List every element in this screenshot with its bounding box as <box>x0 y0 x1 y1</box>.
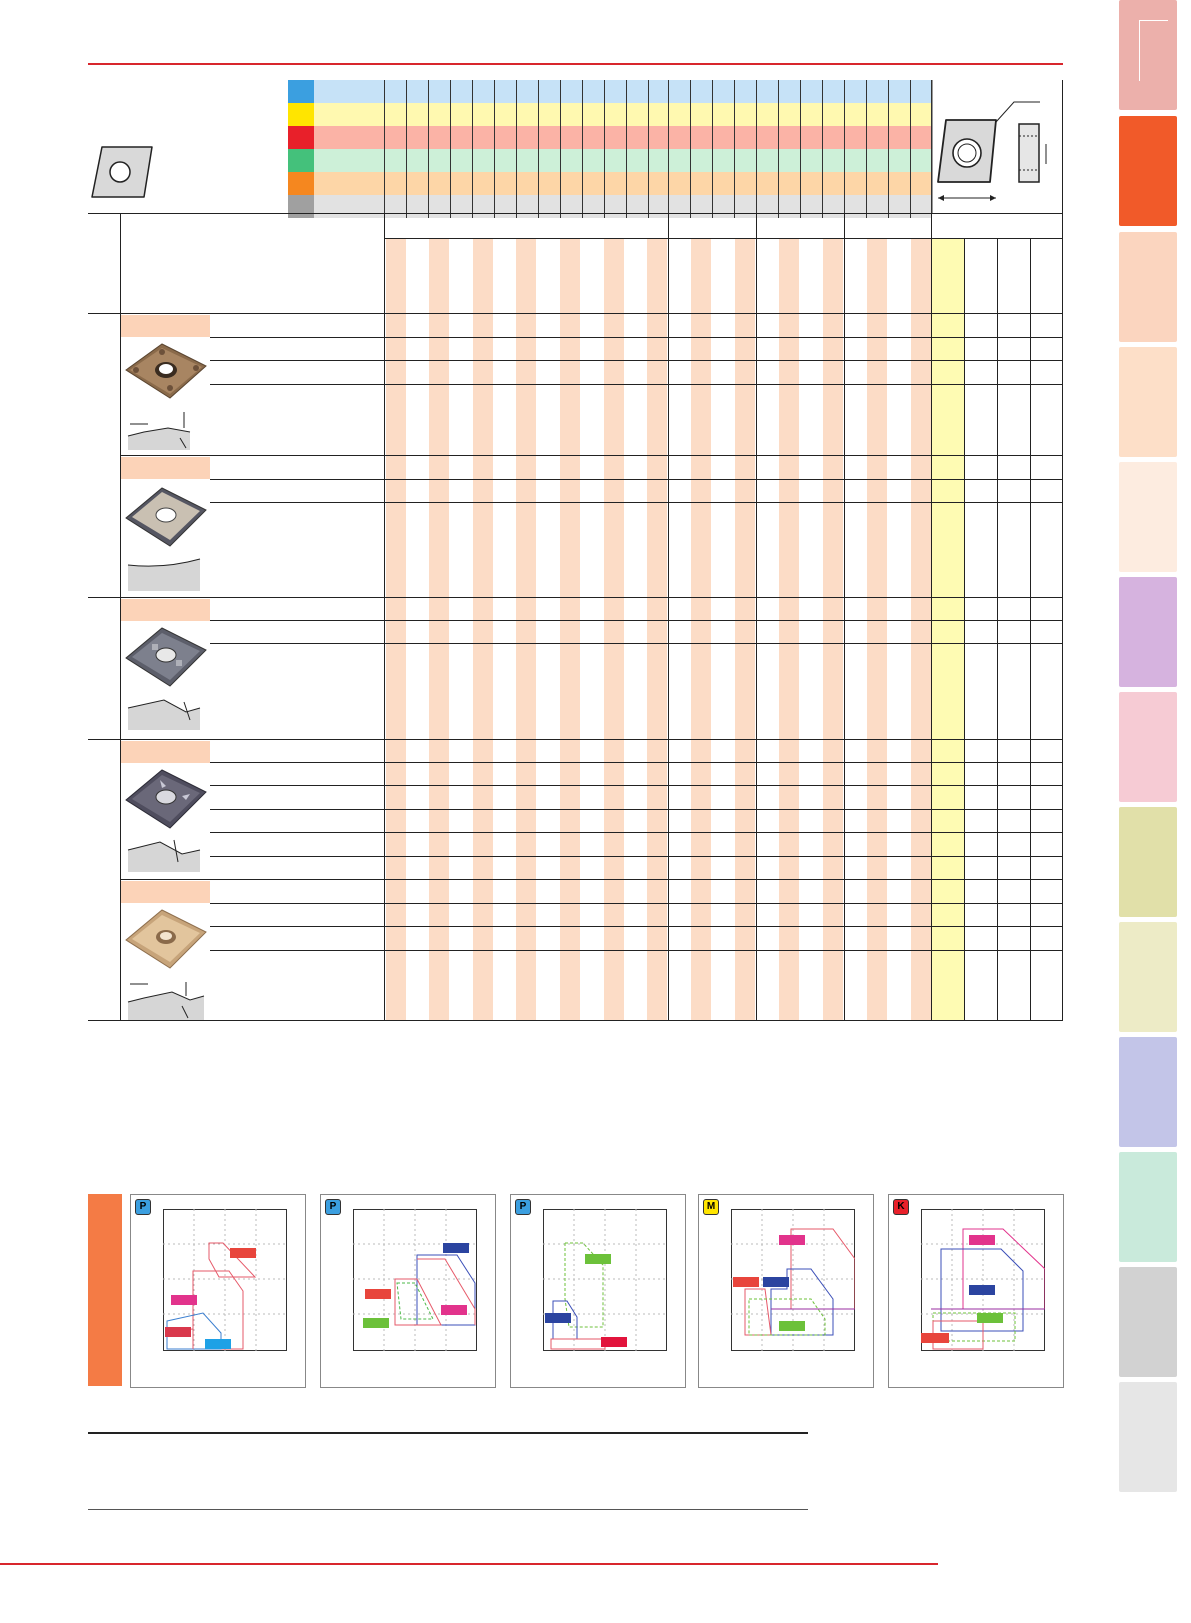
insert-image-3 <box>125 627 207 687</box>
highlight-column <box>932 238 964 1021</box>
section-label-2 <box>121 457 210 479</box>
insert-image-4 <box>125 769 207 829</box>
badge-p: P <box>135 1199 151 1215</box>
chipbreaker-profile-4 <box>127 839 201 872</box>
side-tab-5[interactable] <box>1119 462 1177 572</box>
section-label-4 <box>121 741 210 763</box>
side-tab-10[interactable] <box>1119 1037 1177 1147</box>
insert-shape-icon <box>91 146 153 198</box>
side-tab-7[interactable] <box>1119 692 1177 802</box>
grade-band-k <box>314 126 931 149</box>
chart-section-label <box>88 1194 122 1386</box>
grade-swatch-p <box>288 80 314 103</box>
chart-4: M <box>698 1194 874 1388</box>
note-rule-top <box>88 1432 808 1434</box>
chipbreaker-profile-3 <box>127 699 201 730</box>
side-tab-1[interactable] <box>1119 0 1177 110</box>
grade-grid <box>384 80 932 218</box>
side-tab-9[interactable] <box>1119 922 1177 1032</box>
side-tab-13[interactable] <box>1119 1382 1177 1492</box>
grade-band-s <box>314 172 931 195</box>
chipbreaker-profile-5 <box>127 982 205 1020</box>
badge-m: M <box>703 1199 719 1215</box>
side-tab-3[interactable] <box>1119 232 1177 342</box>
badge-p: P <box>515 1199 531 1215</box>
insert-dimension-diagram <box>932 80 1063 214</box>
badge-p: P <box>325 1199 341 1215</box>
chart-2: P <box>320 1194 496 1388</box>
insert-image-5 <box>125 909 207 969</box>
side-tab-12[interactable] <box>1119 1267 1177 1377</box>
grade-swatch-m <box>288 103 314 126</box>
insert-image-2 <box>125 487 207 547</box>
chart-3: P <box>510 1194 686 1388</box>
grade-band-h <box>314 195 931 218</box>
side-tab-11[interactable] <box>1119 1152 1177 1262</box>
side-tab-2[interactable] <box>1119 116 1177 226</box>
grade-swatch-s <box>288 172 314 195</box>
section-label-1 <box>121 315 210 337</box>
top-rule <box>88 63 1063 65</box>
grade-band-m <box>314 103 931 126</box>
side-tab-8[interactable] <box>1119 807 1177 917</box>
chart-1: P <box>130 1194 306 1388</box>
grade-band-p <box>314 80 931 103</box>
section-label-5 <box>121 881 210 903</box>
grade-swatch-k <box>288 126 314 149</box>
bottom-rule <box>0 1563 938 1565</box>
side-tab-6[interactable] <box>1119 577 1177 687</box>
insert-image-1 <box>125 343 207 399</box>
section-label-3 <box>121 599 210 621</box>
chipbreaker-profile-2 <box>127 558 201 591</box>
grade-swatch-h <box>288 195 314 218</box>
side-tab-4[interactable] <box>1119 347 1177 457</box>
grade-band-n <box>314 149 931 172</box>
note-rule-bottom <box>88 1509 808 1510</box>
table-top-rule <box>88 213 1063 214</box>
chart-5: K <box>888 1194 1064 1388</box>
chipbreaker-profile-1 <box>127 412 191 450</box>
badge-k: K <box>893 1199 909 1215</box>
grade-swatch-n <box>288 149 314 172</box>
